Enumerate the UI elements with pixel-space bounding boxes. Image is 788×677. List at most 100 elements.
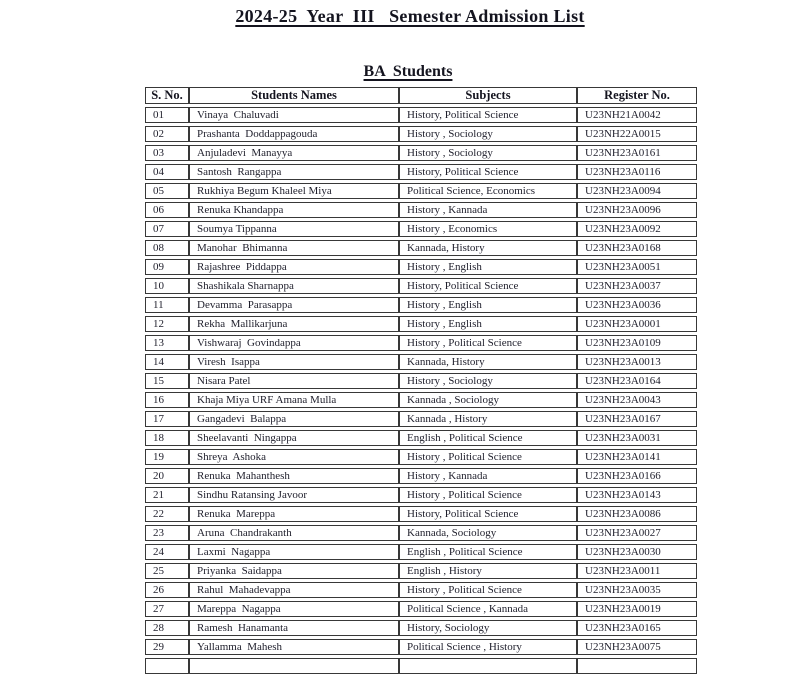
cell-student-name: Khaja Miya URF Amana Mulla [189, 392, 399, 408]
table-row: 03 Anjuladevi Manayya History , Sociolog… [145, 145, 697, 161]
cell-subjects: History , Kannada [399, 468, 577, 484]
cell-subjects: History, Political Science [399, 164, 577, 180]
cell-student-name: Soumya Tippanna [189, 221, 399, 237]
cell-subjects: History , English [399, 259, 577, 275]
cell-subjects: History , English [399, 297, 577, 313]
table-row: 27 Mareppa Nagappa Political Science , K… [145, 601, 697, 617]
cell-subjects: History , Economics [399, 221, 577, 237]
table-row: 15 Nisara Patel History , Sociology U23N… [145, 373, 697, 389]
cell-serial-number: 14 [145, 354, 189, 370]
cell-subjects: Political Science, Economics [399, 183, 577, 199]
cell-register-number: U23NH23A0043 [577, 392, 697, 408]
cell-student-name: Priyanka Saidappa [189, 563, 399, 579]
cell-student-name: Laxmi Nagappa [189, 544, 399, 560]
cell-register-number: U23NH23A0166 [577, 468, 697, 484]
cell-student-name: Yallamma Mahesh [189, 639, 399, 655]
header-subjects: Subjects [399, 87, 577, 104]
cell-register-number: U23NH23A0075 [577, 639, 697, 655]
cell-student-name: Vinaya Chaluvadi [189, 107, 399, 123]
cell-serial-number: 04 [145, 164, 189, 180]
cell-student-name: Anjuladevi Manayya [189, 145, 399, 161]
cell-serial-number: 05 [145, 183, 189, 199]
header-register-number: Register No. [577, 87, 697, 104]
cell-student-name: Renuka Khandappa [189, 202, 399, 218]
cell-register-number: U23NH23A0161 [577, 145, 697, 161]
page-title: 2024-25 Year III Semester Admission List [235, 6, 585, 26]
cell-student-name: Rahul Mahadevappa [189, 582, 399, 598]
cell-serial-number: 27 [145, 601, 189, 617]
students-table: S. No. Students Names Subjects Register … [145, 84, 697, 677]
table-row: 24 Laxmi Nagappa English , Political Sci… [145, 544, 697, 560]
cell-subjects: History , Kannada [399, 202, 577, 218]
table-row: 01 Vinaya Chaluvadi History, Political S… [145, 107, 697, 123]
cell-subjects: Kannada , Sociology [399, 392, 577, 408]
cell-subjects: English , Political Science [399, 544, 577, 560]
section-heading: BA Students [363, 63, 453, 80]
cell-serial-number: 11 [145, 297, 189, 313]
cell-serial-number: 18 [145, 430, 189, 446]
cell-register-number: U23NH23A0051 [577, 259, 697, 275]
cell-register-number: U23NH23A0030 [577, 544, 697, 560]
cell-subjects: History, Political Science [399, 278, 577, 294]
cell-student-name: Vishwaraj Govindappa [189, 335, 399, 351]
cell-register-number: U23NH23A0164 [577, 373, 697, 389]
table-row: 05 Rukhiya Begum Khaleel Miya Political … [145, 183, 697, 199]
cell-subjects: Kannada, History [399, 240, 577, 256]
table-row: 04 Santosh Rangappa History, Political S… [145, 164, 697, 180]
cell-serial-number: 19 [145, 449, 189, 465]
table-row: 25 Priyanka Saidappa English , History U… [145, 563, 697, 579]
cell-register-number: U23NH23A0116 [577, 164, 697, 180]
cell-register-number: U23NH21A0042 [577, 107, 697, 123]
cell-register-number: U23NH23A0011 [577, 563, 697, 579]
cell-register-number: U23NH23A0109 [577, 335, 697, 351]
cell-serial-number: 22 [145, 506, 189, 522]
header-serial-number: S. No. [145, 87, 189, 104]
cell-register-number: U23NH23A0092 [577, 221, 697, 237]
cell-serial-number: 29 [145, 639, 189, 655]
cell-register-number: U23NH23A0165 [577, 620, 697, 636]
cell-register-number: U23NH23A0096 [577, 202, 697, 218]
cell-student-name: Aruna Chandrakanth [189, 525, 399, 541]
cell-serial-number: 17 [145, 411, 189, 427]
header-students-names: Students Names [189, 87, 399, 104]
cell-student-name [189, 658, 399, 674]
cell-subjects: History , Political Science [399, 335, 577, 351]
cell-subjects: History , English [399, 316, 577, 332]
table-row: 28 Ramesh Hanamanta History, Sociology U… [145, 620, 697, 636]
cell-register-number: U23NH23A0031 [577, 430, 697, 446]
cell-subjects: History , Sociology [399, 126, 577, 142]
table-row: 29 Yallamma Mahesh Political Science , H… [145, 639, 697, 655]
cell-serial-number: 26 [145, 582, 189, 598]
cell-student-name: Sheelavanti Ningappa [189, 430, 399, 446]
cell-register-number: U23NH23A0001 [577, 316, 697, 332]
table-row: 09 Rajashree Piddappa History , English … [145, 259, 697, 275]
cell-subjects: History , Political Science [399, 487, 577, 503]
cell-subjects: Kannada, History [399, 354, 577, 370]
cell-serial-number: 15 [145, 373, 189, 389]
cell-register-number: U23NH23A0168 [577, 240, 697, 256]
cell-subjects: History , Political Science [399, 582, 577, 598]
cell-serial-number: 09 [145, 259, 189, 275]
table-row: 23 Aruna Chandrakanth Kannada, Sociology… [145, 525, 697, 541]
cell-register-number: U23NH23A0036 [577, 297, 697, 313]
table-row: 07 Soumya Tippanna History , Economics U… [145, 221, 697, 237]
cell-subjects: History , Political Science [399, 449, 577, 465]
cell-serial-number: 24 [145, 544, 189, 560]
cell-student-name: Shashikala Sharnappa [189, 278, 399, 294]
cell-student-name: Prashanta Doddappagouda [189, 126, 399, 142]
cell-serial-number: 25 [145, 563, 189, 579]
cell-serial-number: 08 [145, 240, 189, 256]
cell-subjects: History , Sociology [399, 145, 577, 161]
cell-register-number: U23NH23A0141 [577, 449, 697, 465]
cell-student-name: Santosh Rangappa [189, 164, 399, 180]
cell-subjects: History , Sociology [399, 373, 577, 389]
cell-serial-number: 06 [145, 202, 189, 218]
cell-subjects: History, Sociology [399, 620, 577, 636]
cell-subjects: Kannada, Sociology [399, 525, 577, 541]
cell-student-name: Devamma Parasappa [189, 297, 399, 313]
cell-serial-number: 12 [145, 316, 189, 332]
cell-serial-number: 10 [145, 278, 189, 294]
cell-student-name: Rukhiya Begum Khaleel Miya [189, 183, 399, 199]
cell-student-name: Nisara Patel [189, 373, 399, 389]
cell-student-name: Viresh Isappa [189, 354, 399, 370]
